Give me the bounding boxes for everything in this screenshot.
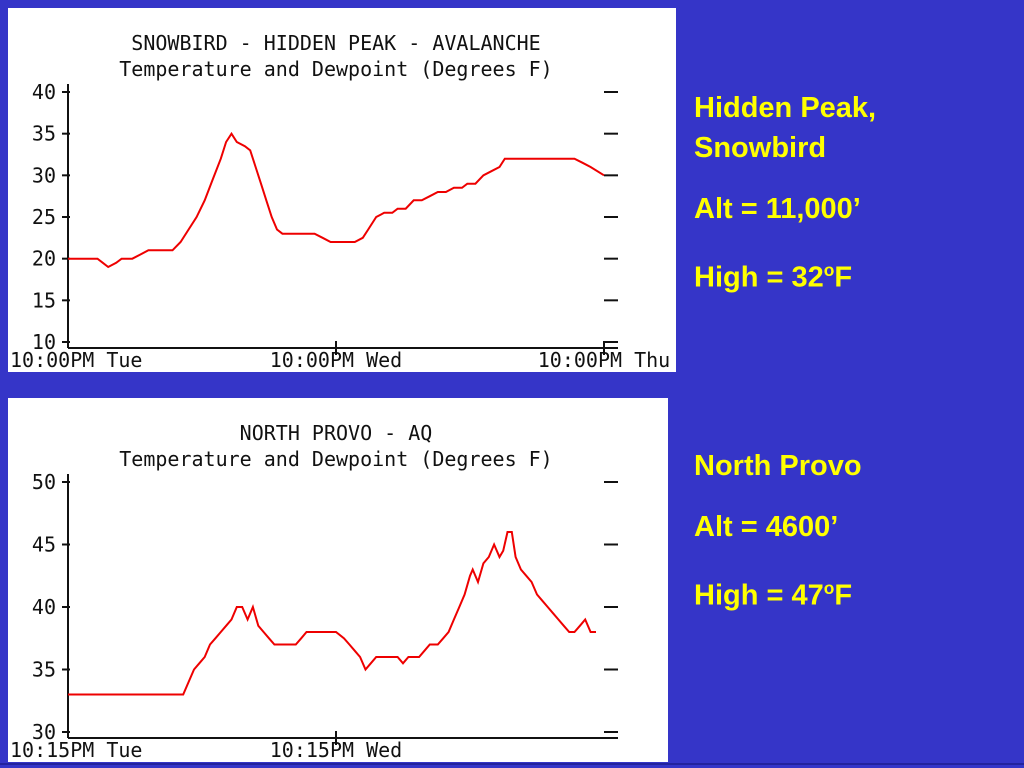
annotation-hidden-peak: Hidden Peak, Snowbird Alt = 11,000’ High…	[694, 88, 1018, 298]
chart-subtitle: Temperature and Dewpoint (Degrees F)	[119, 57, 553, 81]
high-temp-prefix: High = 32	[694, 261, 824, 294]
slide-bottom-edge	[0, 763, 1024, 765]
y-tick-label: 35	[32, 658, 56, 682]
y-tick-label: 15	[32, 288, 56, 312]
high-temp-unit: F	[834, 579, 853, 612]
y-tick-label: 30	[32, 163, 56, 187]
location-name-line1: Hidden Peak,	[694, 92, 877, 124]
chart-title: SNOWBIRD - HIDDEN PEAK - AVALANCHE	[131, 31, 541, 55]
y-tick-label: 40	[32, 80, 56, 104]
high-temp-unit: F	[834, 261, 853, 294]
location-name-line2: Snowbird	[694, 132, 827, 164]
y-tick-label: 30	[32, 720, 56, 744]
y-tick-label: 25	[32, 205, 56, 229]
degree-symbol: o	[823, 578, 835, 598]
annotation-north-provo: North Provo Alt = 4600’ High = 47oF	[694, 446, 1018, 616]
chart-title: NORTH PROVO - AQ	[239, 421, 433, 445]
y-tick-label: 45	[32, 533, 56, 557]
location-name-line1: North Provo	[694, 450, 862, 482]
chart-panel-north-provo: NORTH PROVO - AQ Temperature and Dewpoin…	[8, 398, 668, 762]
high-temp-text: High = 47oF	[694, 568, 1018, 616]
high-temp-prefix: High = 47	[694, 579, 824, 612]
x-tick-label: 10:15PM Wed	[270, 738, 402, 762]
y-tick-label: 10	[32, 330, 56, 354]
x-tick-label: 10:00PM Thu	[538, 348, 670, 372]
y-tick-label: 40	[32, 595, 56, 619]
x-tick-label: 10:00PM Tue	[10, 348, 142, 372]
altitude-text: Alt = 11,000’	[694, 193, 861, 225]
y-tick-label: 50	[32, 470, 56, 494]
temperature-line	[68, 531, 596, 696]
altitude-text: Alt = 4600’	[694, 511, 839, 543]
chart-panel-hidden-peak: SNOWBIRD - HIDDEN PEAK - AVALANCHE Tempe…	[8, 8, 676, 372]
degree-symbol: o	[823, 260, 835, 280]
x-tick-label: 10:15PM Tue	[10, 738, 142, 762]
chart-subtitle: Temperature and Dewpoint (Degrees F)	[119, 447, 553, 471]
y-tick-label: 20	[32, 247, 56, 271]
temperature-line	[68, 131, 605, 269]
y-tick-label: 35	[32, 122, 56, 146]
x-tick-label: 10:00PM Wed	[270, 348, 402, 372]
high-temp-text: High = 32oF	[694, 250, 1018, 298]
